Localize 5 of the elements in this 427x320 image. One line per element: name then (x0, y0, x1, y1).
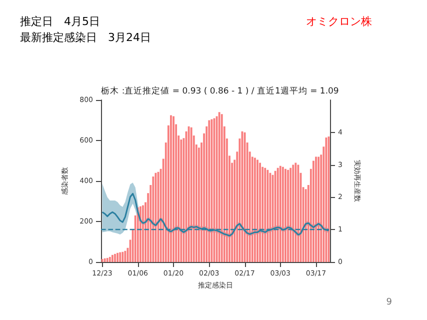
chart-title: 栃木 :直近推定値 = 0.93 ( 0.86 - 1 ) / 直近1週平均 = 1.09 (101, 86, 339, 96)
text: 9 (386, 298, 392, 308)
text: オミクロン株 (306, 15, 372, 28)
text: 推定日 4月5日 (20, 15, 100, 28)
text: 最新推定感染日 3月24日 (20, 31, 151, 44)
